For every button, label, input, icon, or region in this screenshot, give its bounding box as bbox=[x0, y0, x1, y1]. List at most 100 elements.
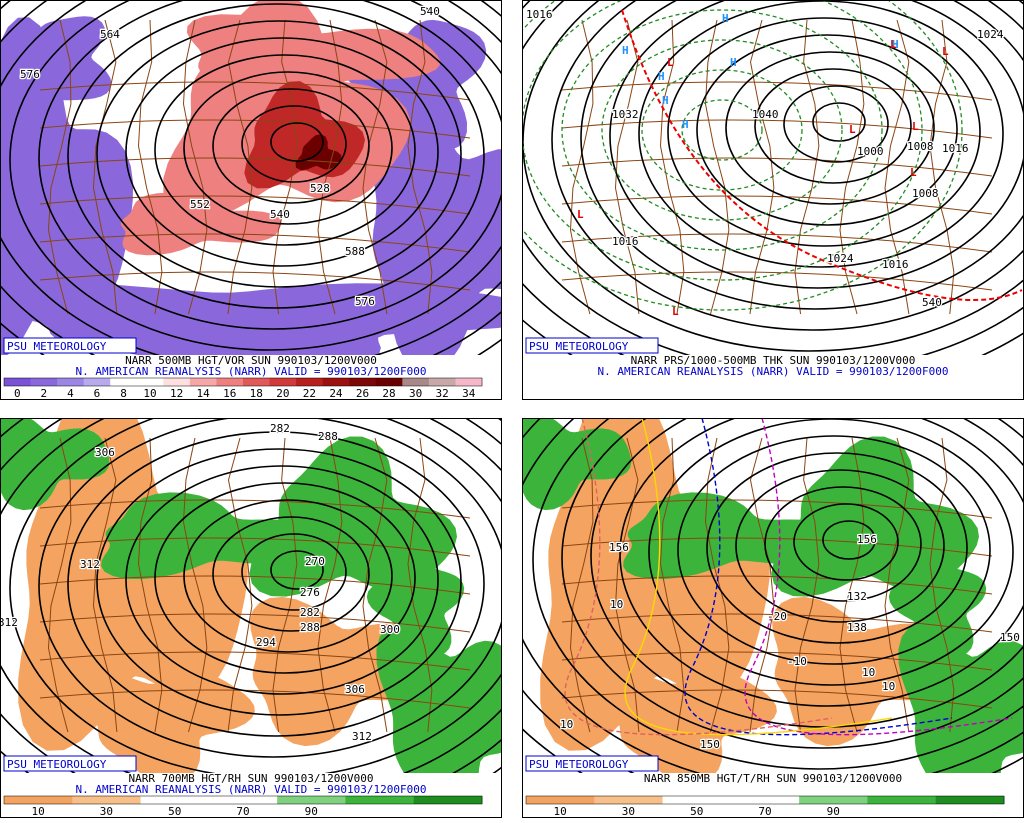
rh-shading bbox=[18, 418, 248, 751]
colorbar-frame bbox=[3, 377, 483, 387]
panel-subtitle: N. AMERICAN REANALYSIS (NARR) VALID = 99… bbox=[76, 783, 427, 796]
colorbar-label: 10 bbox=[143, 387, 156, 400]
contour-line bbox=[561, 418, 1024, 749]
state-boundary bbox=[561, 195, 993, 215]
colorbar-swatch bbox=[269, 378, 297, 386]
contour-label: 1032 bbox=[612, 108, 639, 121]
state-boundary bbox=[561, 271, 993, 291]
contour-label: 1016 bbox=[612, 235, 639, 248]
panel-subtitle: N. AMERICAN REANALYSIS (NARR) VALID = 99… bbox=[598, 365, 949, 378]
temperature-line bbox=[564, 418, 833, 736]
state-boundary bbox=[272, 437, 298, 733]
contour-line bbox=[183, 499, 393, 653]
map-area: 564 576 552 528 540 576 588 540 bbox=[0, 0, 502, 355]
colorbar-frame bbox=[525, 795, 1005, 805]
panel-title: NARR PRS/1000-500MB THK SUN 990103/1200V… bbox=[631, 354, 916, 367]
contour-line bbox=[270, 122, 324, 162]
colorbar-swatch bbox=[30, 378, 58, 386]
state-boundary bbox=[227, 437, 253, 733]
state-boundary bbox=[561, 157, 993, 177]
map-panel: 156 150 132 138 156 150 -20 -10 10 10 10 10 PSU METE… bbox=[522, 418, 1024, 818]
contour-line bbox=[96, 448, 462, 716]
colorbar-swatch bbox=[730, 796, 800, 804]
contour-line bbox=[125, 465, 439, 695]
contour-line bbox=[154, 54, 416, 246]
contour-label: 294 bbox=[256, 636, 276, 649]
state-boundary bbox=[362, 437, 388, 733]
colorbar-label: 90 bbox=[305, 805, 318, 818]
pressure-center: H bbox=[662, 94, 669, 107]
contour-label: 10 bbox=[882, 680, 895, 693]
contour-label: 576 bbox=[20, 68, 40, 81]
colorbar-swatch bbox=[277, 796, 346, 804]
thickness-line bbox=[681, 99, 763, 161]
state-boundary bbox=[92, 437, 118, 733]
contour-line bbox=[270, 550, 324, 590]
vorticity-shading bbox=[0, 282, 502, 355]
colorbar-swatch bbox=[349, 378, 377, 386]
state-boundary bbox=[39, 613, 471, 633]
state-boundary bbox=[561, 575, 993, 595]
state-boundary bbox=[614, 437, 640, 733]
badge-box bbox=[3, 337, 137, 354]
colorbar-swatch bbox=[935, 796, 1005, 804]
colorbar-swatch bbox=[345, 796, 415, 804]
contour-line bbox=[619, 418, 1024, 707]
contour-line bbox=[38, 418, 502, 758]
pressure-center: H bbox=[658, 70, 665, 83]
contour-label: 150 bbox=[1000, 631, 1020, 644]
temperature-line bbox=[624, 418, 893, 736]
colorbar-swatch bbox=[136, 378, 164, 386]
state-boundary bbox=[704, 437, 730, 733]
colorbar-label: 20 bbox=[276, 387, 289, 400]
contour-label: 1016 bbox=[526, 8, 553, 21]
contour-line bbox=[735, 469, 945, 623]
colorbar-swatch bbox=[243, 378, 271, 386]
thickness-line bbox=[601, 39, 843, 221]
contour-line bbox=[706, 452, 968, 644]
contour-line bbox=[9, 418, 502, 773]
colorbar-label: 12 bbox=[170, 387, 183, 400]
contour-line bbox=[241, 533, 347, 611]
state-boundary bbox=[272, 19, 298, 315]
map-panel: 282 288 306 312 312 270 276 282 288 294 300 306 312 P… bbox=[0, 418, 502, 818]
panel-title: NARR 850MB HGT/T/RH SUN 990103/1200V000 bbox=[644, 772, 902, 785]
state-boundary bbox=[704, 19, 730, 315]
colorbar-swatch bbox=[867, 796, 937, 804]
colorbar-swatch bbox=[140, 796, 210, 804]
contour-label: 10 bbox=[862, 666, 875, 679]
contour-label: 288 bbox=[318, 430, 338, 443]
contour-line bbox=[532, 418, 1024, 770]
contour-label: 312 bbox=[352, 730, 372, 743]
contour-line bbox=[125, 37, 439, 267]
contour-line bbox=[9, 0, 502, 351]
state-boundary bbox=[47, 19, 72, 315]
pressure-center: L bbox=[942, 45, 949, 58]
state-boundary bbox=[569, 437, 594, 733]
contour-line bbox=[812, 102, 866, 142]
rh-shading bbox=[0, 418, 110, 511]
state-boundary bbox=[182, 437, 208, 733]
contour-line bbox=[609, 0, 1024, 289]
badge-box bbox=[525, 755, 659, 772]
badge: PSU METEOROLOGY bbox=[529, 758, 629, 771]
thickness-line bbox=[561, 9, 883, 251]
thickness-line bbox=[621, 9, 1023, 301]
colorbar-label: 0 bbox=[14, 387, 21, 400]
contour-label: 1008 bbox=[912, 187, 939, 200]
vorticity-shading bbox=[0, 17, 134, 355]
state-boundary bbox=[839, 437, 865, 733]
map-panel: 1016 1024 1040 1032 1000 1008 1016 1024 1016 1008… bbox=[522, 0, 1024, 400]
badge-box bbox=[525, 337, 659, 354]
colorbar-label: 32 bbox=[436, 387, 449, 400]
colorbar-label: 16 bbox=[223, 387, 236, 400]
contour-line bbox=[725, 51, 935, 205]
pressure-center: H bbox=[892, 38, 899, 51]
state-boundary bbox=[317, 19, 343, 315]
state-boundary bbox=[561, 81, 993, 101]
colorbar-label: 14 bbox=[197, 387, 211, 400]
panel-frame bbox=[0, 0, 502, 400]
state-boundary bbox=[39, 651, 471, 671]
state-boundary bbox=[227, 19, 253, 315]
